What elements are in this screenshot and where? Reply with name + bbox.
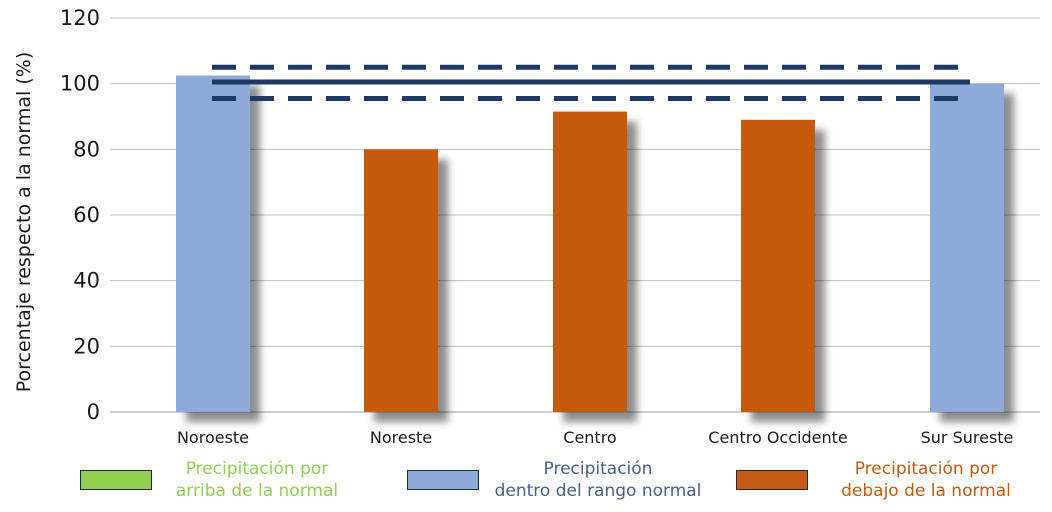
legend-swatch-below-normal [736,470,808,490]
bar-chart: 0 20 40 60 80 100 120 Noroeste Noreste Centro Cen… [13,6,1040,447]
y-tick-label: 40 [73,269,100,293]
legend-label-normal-range: Precipitación dentro del rango normal [473,458,723,502]
y-tick-label: 60 [73,203,100,227]
x-tick-label: Noreste [370,428,432,447]
legend-item-normal-range: Precipitación dentro del rango normal [407,452,723,508]
legend-label-below-normal: Precipitación por debajo de la normal [808,458,1044,502]
legend-label-above-normal: Precipitación por arriba de la normal [152,458,362,502]
legend-line: Precipitación [543,459,653,479]
legend-swatch-normal-range [407,470,479,490]
legend-swatch-above-normal [80,470,152,490]
bar [364,149,438,413]
legend-line: arriba de la normal [175,481,339,501]
bar [741,119,815,413]
x-tick-label: Centro [563,428,616,447]
y-tick-label: 120 [60,6,100,30]
y-tick-label: 20 [73,334,100,358]
legend-item-below-normal: Precipitación por debajo de la normal [736,452,1044,508]
legend-line: Precipitación por [854,459,998,479]
bar [553,111,627,412]
x-tick-label: Sur Sureste [921,428,1014,447]
legend-line: dentro del rango normal [494,481,702,501]
x-tick-label: Noroeste [177,428,249,447]
y-axis-label: Porcentaje respecto a la normal (%) [13,52,35,393]
y-tick-label: 0 [87,400,100,424]
x-tick-label: Centro Occidente [708,428,847,447]
bar [930,83,1004,413]
legend-line: Precipitación por [185,459,329,479]
y-tick-label: 100 [60,72,100,96]
legend-line: debajo de la normal [841,481,1011,501]
bar [176,75,250,412]
y-tick-label: 80 [73,137,100,161]
legend-item-above-normal: Precipitación por arriba de la normal [80,452,362,508]
